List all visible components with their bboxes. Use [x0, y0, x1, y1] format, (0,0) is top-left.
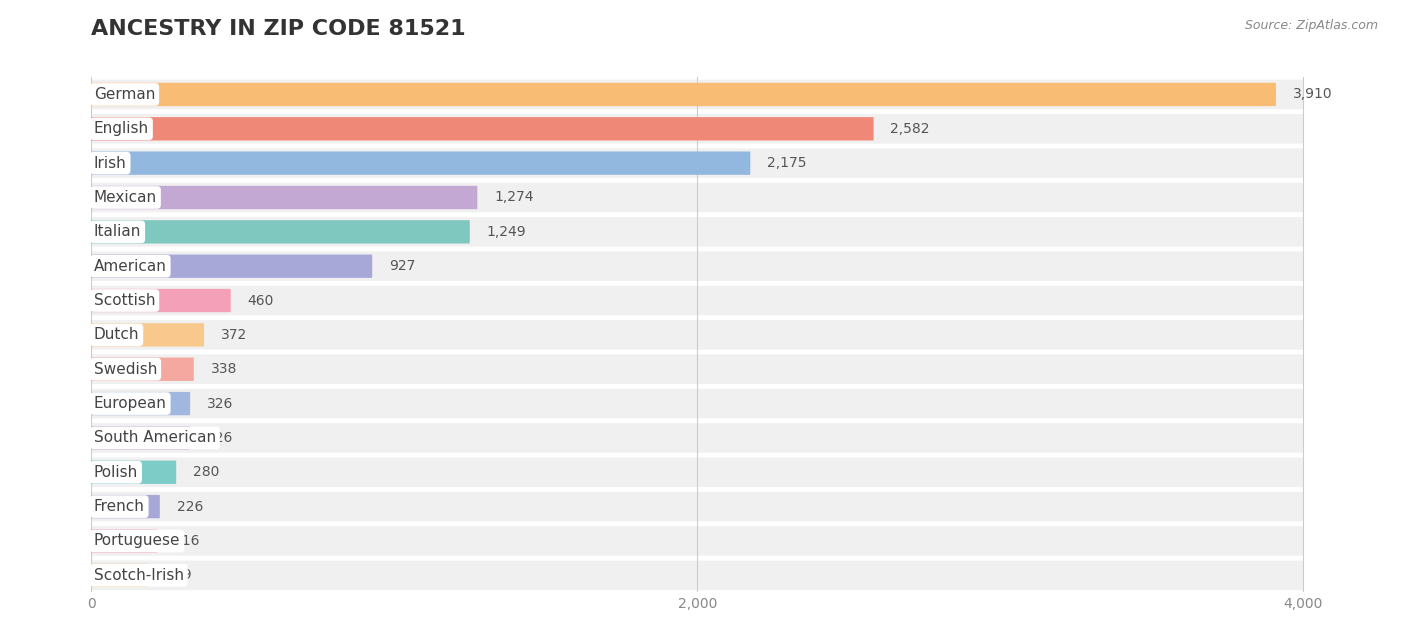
FancyBboxPatch shape: [91, 560, 1303, 590]
Text: 216: 216: [173, 534, 200, 548]
FancyBboxPatch shape: [91, 186, 478, 209]
Text: American: American: [94, 259, 167, 274]
Text: Scottish: Scottish: [94, 293, 156, 308]
FancyBboxPatch shape: [91, 529, 157, 553]
Text: French: French: [94, 499, 145, 514]
Text: 2,582: 2,582: [890, 122, 929, 136]
FancyBboxPatch shape: [91, 320, 1303, 350]
FancyBboxPatch shape: [91, 151, 751, 175]
FancyBboxPatch shape: [91, 80, 1303, 109]
Text: 3,910: 3,910: [1292, 88, 1333, 102]
FancyBboxPatch shape: [91, 526, 1303, 556]
Text: South American: South American: [94, 430, 217, 446]
FancyBboxPatch shape: [91, 220, 470, 243]
FancyBboxPatch shape: [91, 354, 1303, 384]
FancyBboxPatch shape: [91, 114, 1303, 144]
FancyBboxPatch shape: [91, 423, 1303, 453]
FancyBboxPatch shape: [91, 495, 160, 518]
Text: European: European: [94, 396, 167, 411]
Text: 326: 326: [207, 397, 233, 411]
Text: Source: ZipAtlas.com: Source: ZipAtlas.com: [1244, 19, 1378, 32]
Text: ANCESTRY IN ZIP CODE 81521: ANCESTRY IN ZIP CODE 81521: [91, 19, 465, 39]
Text: 1,274: 1,274: [494, 191, 533, 205]
FancyBboxPatch shape: [91, 183, 1303, 213]
Text: 927: 927: [389, 259, 415, 273]
Text: 226: 226: [177, 500, 202, 514]
FancyBboxPatch shape: [91, 286, 1303, 316]
FancyBboxPatch shape: [91, 389, 1303, 419]
Text: German: German: [94, 87, 155, 102]
Text: Portuguese: Portuguese: [94, 533, 180, 549]
FancyBboxPatch shape: [91, 254, 373, 278]
Text: 2,175: 2,175: [768, 156, 807, 170]
Text: Dutch: Dutch: [94, 327, 139, 343]
FancyBboxPatch shape: [91, 289, 231, 312]
FancyBboxPatch shape: [91, 392, 190, 415]
FancyBboxPatch shape: [91, 83, 1277, 106]
Text: 189: 189: [166, 568, 193, 582]
Text: 338: 338: [211, 362, 236, 376]
Text: 460: 460: [247, 294, 274, 308]
Text: 280: 280: [193, 465, 219, 479]
Text: Scotch-Irish: Scotch-Irish: [94, 568, 184, 583]
Text: 1,249: 1,249: [486, 225, 526, 239]
FancyBboxPatch shape: [91, 117, 873, 140]
Text: Mexican: Mexican: [94, 190, 157, 205]
FancyBboxPatch shape: [91, 251, 1303, 281]
FancyBboxPatch shape: [91, 457, 1303, 487]
Text: Italian: Italian: [94, 224, 141, 240]
Text: Polish: Polish: [94, 465, 138, 480]
FancyBboxPatch shape: [91, 492, 1303, 522]
FancyBboxPatch shape: [91, 357, 194, 381]
FancyBboxPatch shape: [91, 217, 1303, 247]
Text: Irish: Irish: [94, 156, 127, 171]
Text: 372: 372: [221, 328, 247, 342]
FancyBboxPatch shape: [91, 460, 176, 484]
FancyBboxPatch shape: [91, 426, 190, 450]
Text: Swedish: Swedish: [94, 362, 157, 377]
FancyBboxPatch shape: [91, 148, 1303, 178]
FancyBboxPatch shape: [91, 323, 204, 346]
Text: English: English: [94, 121, 149, 137]
FancyBboxPatch shape: [91, 564, 149, 587]
Text: 326: 326: [207, 431, 233, 445]
